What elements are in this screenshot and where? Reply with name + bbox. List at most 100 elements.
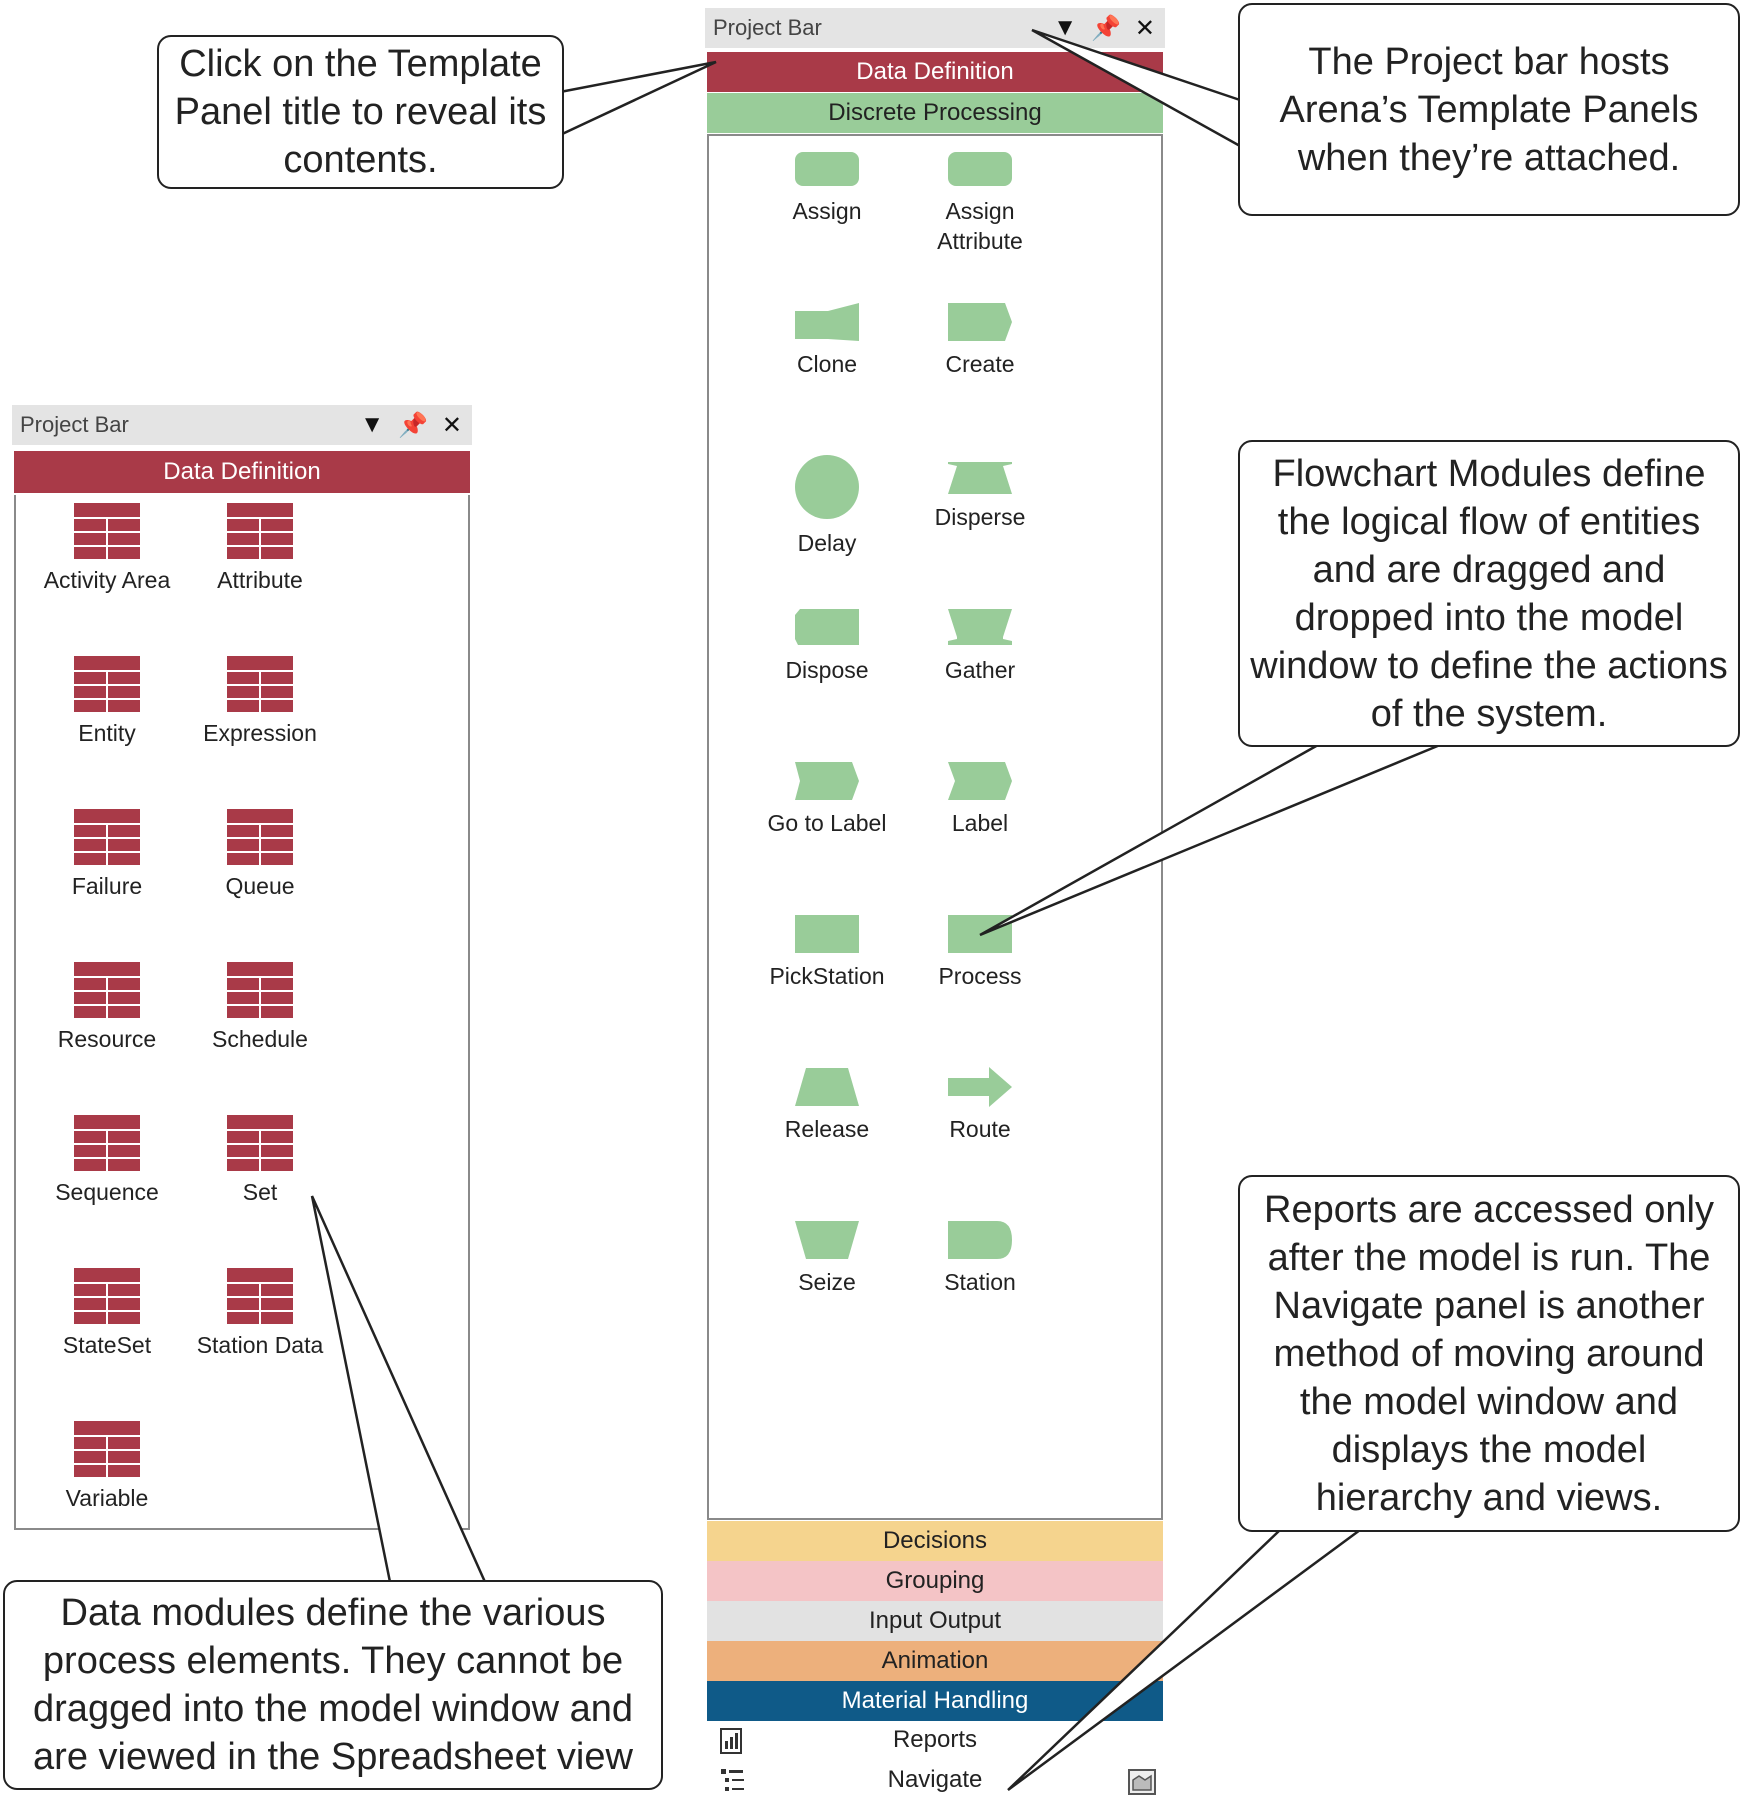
flowchart-module-label: Delay	[747, 528, 907, 558]
callout-project-bar: The Project bar hosts Arena’s Template P…	[1238, 3, 1740, 216]
close-icon[interactable]: ✕	[442, 411, 462, 440]
data-module-table-icon	[227, 1115, 293, 1171]
right-window-controls: ▼ 📌 ✕	[1053, 8, 1155, 48]
data-module-stateset[interactable]: StateSet	[27, 1268, 187, 1360]
tab-data-definition[interactable]: Data Definition	[707, 52, 1163, 92]
pin-icon[interactable]: 📌	[398, 411, 428, 440]
data-module-activity-area[interactable]: Activity Area	[27, 503, 187, 595]
flowchart-module-label[interactable]: Label	[900, 760, 1060, 838]
data-module-table-icon	[227, 809, 293, 865]
flowchart-module-seize[interactable]: Seize	[747, 1219, 907, 1297]
circle-shape-icon	[794, 454, 860, 520]
left-tab-data-definition[interactable]: Data Definition	[14, 451, 470, 493]
right-project-bar-header: Project Bar ▼ 📌 ✕	[705, 8, 1165, 48]
flowchart-module-label: Route	[900, 1114, 1060, 1144]
left-tab-data-definition-label: Data Definition	[163, 458, 320, 486]
tab-discrete-processing[interactable]: Discrete Processing	[707, 93, 1163, 133]
flowchart-module-gather[interactable]: Gather	[900, 607, 1060, 685]
data-module-variable[interactable]: Variable	[27, 1421, 187, 1513]
data-module-expression[interactable]: Expression	[180, 656, 340, 748]
flowchart-module-station[interactable]: Station	[900, 1219, 1060, 1297]
data-module-set[interactable]: Set	[180, 1115, 340, 1207]
flowchart-module-label: Seize	[747, 1267, 907, 1297]
dropdown-icon[interactable]: ▼	[1053, 14, 1077, 42]
data-module-sequence[interactable]: Sequence	[27, 1115, 187, 1207]
flowchart-module-label: Go to Label	[747, 808, 907, 838]
data-module-queue[interactable]: Queue	[180, 809, 340, 901]
flowchart-module-pickstation[interactable]: PickStation	[747, 913, 907, 991]
flowchart-module-label: Process	[900, 961, 1060, 991]
label-shape-icon	[947, 760, 1013, 802]
navigate-row[interactable]: Navigate	[705, 1760, 1165, 1800]
flowchart-module-delay[interactable]: Delay	[747, 454, 907, 558]
rounded-shape-icon	[794, 148, 860, 190]
data-module-entity[interactable]: Entity	[27, 656, 187, 748]
data-module-resource[interactable]: Resource	[27, 962, 187, 1054]
right-project-bar: Project Bar ▼ 📌 ✕ Data Definition Discret…	[705, 8, 1165, 1808]
rounded-shape-icon	[947, 148, 1013, 190]
data-module-station-data[interactable]: Station Data	[180, 1268, 340, 1360]
flowchart-module-release[interactable]: Release	[747, 1066, 907, 1144]
tab-grouping[interactable]: Grouping	[707, 1561, 1163, 1601]
flowchart-module-label: Clone	[747, 349, 907, 379]
flowchart-module-assign[interactable]: Assign	[747, 148, 907, 226]
data-module-label: Station Data	[180, 1330, 340, 1360]
data-module-failure[interactable]: Failure	[27, 809, 187, 901]
tab-input-output[interactable]: Input Output	[707, 1601, 1163, 1641]
flowchart-module-process[interactable]: Process	[900, 913, 1060, 991]
data-module-attribute[interactable]: Attribute	[180, 503, 340, 595]
flowchart-module-label: Create	[900, 349, 1060, 379]
dispose-shape-icon	[794, 607, 860, 649]
tab-material-handling[interactable]: Material Handling	[707, 1681, 1163, 1721]
disperse-shape-icon	[947, 454, 1013, 496]
flowchart-module-create[interactable]: Create	[900, 301, 1060, 379]
flowchart-module-assign-attribute[interactable]: Assign Attribute	[900, 148, 1060, 256]
data-module-label: Schedule	[180, 1024, 340, 1054]
navigate-label: Navigate	[888, 1766, 983, 1794]
data-module-table-icon	[227, 503, 293, 559]
flowchart-module-route[interactable]: Route	[900, 1066, 1060, 1144]
tab-animation[interactable]: Animation	[707, 1641, 1163, 1681]
right-project-bar-title: Project Bar	[713, 15, 822, 41]
arrow-shape-icon	[947, 1066, 1013, 1108]
data-module-label: Expression	[180, 718, 340, 748]
data-module-table-icon	[74, 503, 140, 559]
panel-tab-label: Discrete Processing	[828, 99, 1041, 127]
create-shape-icon	[947, 301, 1013, 343]
left-project-bar: Project Bar ▼ 📌 ✕ Data Definition Activi…	[12, 405, 472, 1530]
view-icon[interactable]	[1127, 1766, 1157, 1796]
pin-icon[interactable]: 📌	[1091, 14, 1121, 43]
callout-reports-navigate: Reports are accessed only after the mode…	[1238, 1175, 1740, 1532]
flowchart-module-label: Station	[900, 1267, 1060, 1297]
data-module-table-icon	[74, 656, 140, 712]
close-icon[interactable]: ✕	[1135, 14, 1155, 43]
data-module-table-icon	[74, 962, 140, 1018]
goto-shape-icon	[794, 760, 860, 802]
callout-template-title: Click on the Template Panel title to rev…	[157, 35, 564, 189]
callout-data-modules: Data modules define the various process …	[3, 1580, 663, 1790]
data-module-label: Entity	[27, 718, 187, 748]
flowchart-module-label: Dispose	[747, 655, 907, 685]
flowchart-module-go-to-label[interactable]: Go to Label	[747, 760, 907, 838]
flowchart-module-label: Disperse	[900, 502, 1060, 532]
panel-tab-label: Data Definition	[856, 58, 1013, 86]
panel-tab-label: Input Output	[869, 1607, 1001, 1635]
panel-tab-label: Animation	[882, 1647, 989, 1675]
flowchart-module-disperse[interactable]: Disperse	[900, 454, 1060, 532]
dropdown-icon[interactable]: ▼	[360, 411, 384, 439]
data-module-schedule[interactable]: Schedule	[180, 962, 340, 1054]
reports-row[interactable]: Reports	[705, 1720, 1165, 1760]
data-module-label: StateSet	[27, 1330, 187, 1360]
reports-icon	[719, 1727, 745, 1755]
flowchart-module-label: Gather	[900, 655, 1060, 685]
navigate-tree-icon	[719, 1767, 747, 1795]
tab-decisions[interactable]: Decisions	[707, 1521, 1163, 1561]
flowchart-module-clone[interactable]: Clone	[747, 301, 907, 379]
data-module-label: Set	[180, 1177, 340, 1207]
rect-shape-icon	[794, 913, 860, 955]
data-module-table-icon	[74, 1421, 140, 1477]
clone-shape-icon	[794, 301, 860, 343]
data-module-table-icon	[74, 1115, 140, 1171]
flowchart-module-label: Release	[747, 1114, 907, 1144]
flowchart-module-dispose[interactable]: Dispose	[747, 607, 907, 685]
